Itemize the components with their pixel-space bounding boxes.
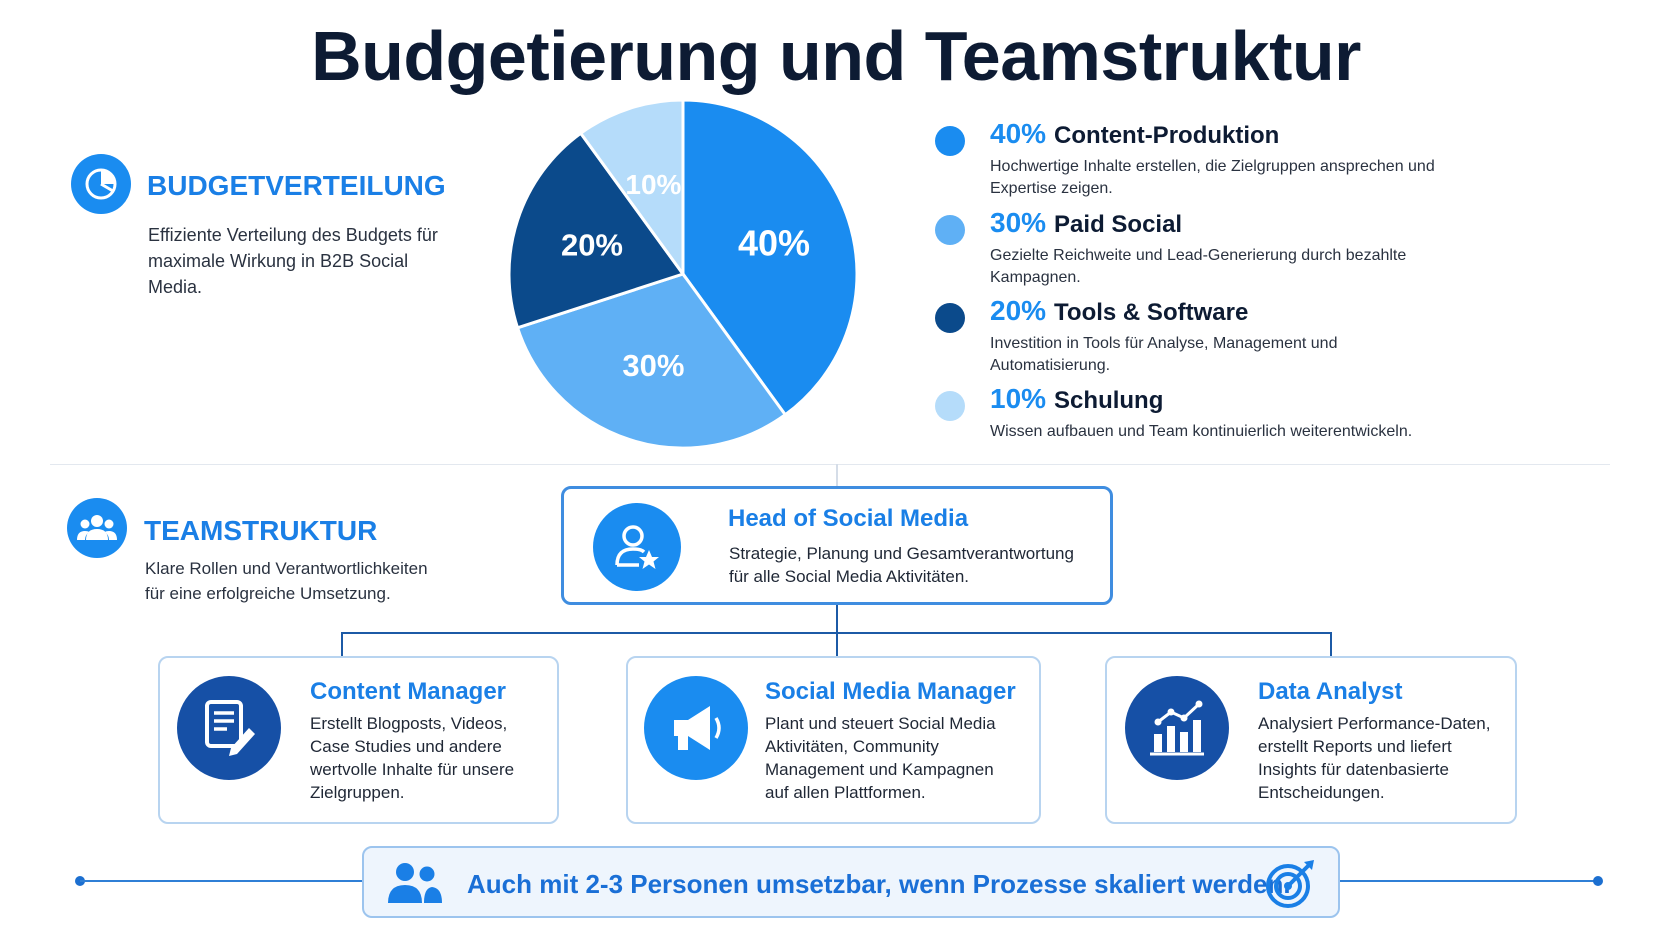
role-title: Social Media Manager: [765, 678, 1016, 705]
legend-label: Paid Social: [1054, 211, 1183, 238]
legend-description: Wissen aufbauen und Team kontinuierlich …: [990, 423, 1413, 440]
content-manager-card: Content Manager Erstellt Blogposts, Vide…: [158, 656, 559, 824]
legend-dot: [935, 391, 965, 421]
pie-slice: [507, 131, 686, 330]
banner-line-right: [1338, 880, 1600, 882]
legend-description: Investition in Tools für Analyse, Manage…: [990, 335, 1338, 374]
role-description: Erstellt Blogposts, Videos, Case Studies…: [310, 714, 515, 802]
connector-line: [836, 464, 838, 488]
pie-slice-label: 40%: [738, 222, 810, 263]
team-icon: [67, 498, 127, 558]
budget-heading: BUDGETVERTEILUNG: [147, 170, 446, 201]
legend-label: Schulung: [1054, 387, 1164, 414]
legend-label: Tools & Software: [1054, 299, 1249, 326]
user-star-icon: [593, 503, 681, 591]
legend-dot: [935, 303, 965, 333]
legend-description: Hochwertige Inhalte erstellen, die Zielg…: [990, 158, 1435, 197]
pie-slice-label: 30%: [622, 348, 684, 383]
bottom-banner: Auch mit 2-3 Personen umsetzbar, wenn Pr…: [362, 846, 1340, 918]
pie-slice-label: 10%: [625, 169, 681, 200]
connector-line: [341, 632, 343, 656]
role-description: Plant und steuert Social Media Aktivität…: [765, 714, 996, 802]
role-title: Data Analyst: [1258, 678, 1403, 705]
bar-chart-icon: [1125, 676, 1229, 780]
team-description: Klare Rollen und Verantwortlichkeiten fü…: [145, 559, 428, 603]
data-analyst-card: Data Analyst Analysiert Performance-Date…: [1105, 656, 1517, 824]
banner-line-left: [80, 880, 364, 882]
budget-pie-chart: 40% 30% 20%10%: [507, 98, 859, 450]
head-title: Head of Social Media: [728, 505, 969, 532]
team-heading: TEAMSTRUKTUR: [144, 515, 378, 546]
connector-line: [836, 604, 838, 656]
legend-label: Content-Produktion: [1054, 122, 1280, 149]
banner-text: Auch mit 2-3 Personen umsetzbar, wenn Pr…: [467, 869, 1291, 899]
legend-dot: [935, 126, 965, 156]
connector-line: [341, 632, 1332, 634]
pie-slice: [681, 98, 859, 417]
pie-slice: [515, 272, 788, 450]
legend-dot: [935, 215, 965, 245]
legend-percent: 40%: [990, 118, 1047, 149]
pie-slice: [578, 98, 685, 279]
legend-percent: 10%: [990, 383, 1047, 414]
social-media-manager-card: Social Media Manager Plant und steuert S…: [626, 656, 1041, 824]
legend-percent: 30%: [990, 207, 1047, 238]
line-endpoint: [1593, 876, 1603, 886]
connector-line: [1330, 632, 1332, 656]
head-of-social-media-card: Head of Social Media Strategie, Planung …: [561, 486, 1113, 605]
pie-slice-label: 20%: [561, 227, 623, 262]
budget-description: Effiziente Verteilung des Budgets für ma…: [148, 225, 438, 297]
head-description: Strategie, Planung und Gesamtverantwortu…: [729, 544, 1074, 586]
role-title: Content Manager: [310, 678, 507, 705]
legend-percent: 20%: [990, 295, 1047, 326]
legend-description: Gezielte Reichweite und Lead-Generierung…: [990, 247, 1407, 286]
target-icon: [1264, 858, 1318, 915]
pie-chart-icon: [71, 154, 131, 214]
section-divider: [50, 464, 1610, 465]
role-description: Analysiert Performance-Daten, erstellt R…: [1258, 714, 1491, 802]
page-title: Budgetierung und Teamstruktur: [311, 17, 1361, 95]
document-pen-icon: [177, 676, 281, 780]
people-icon: [388, 861, 442, 910]
megaphone-icon: [644, 676, 748, 780]
